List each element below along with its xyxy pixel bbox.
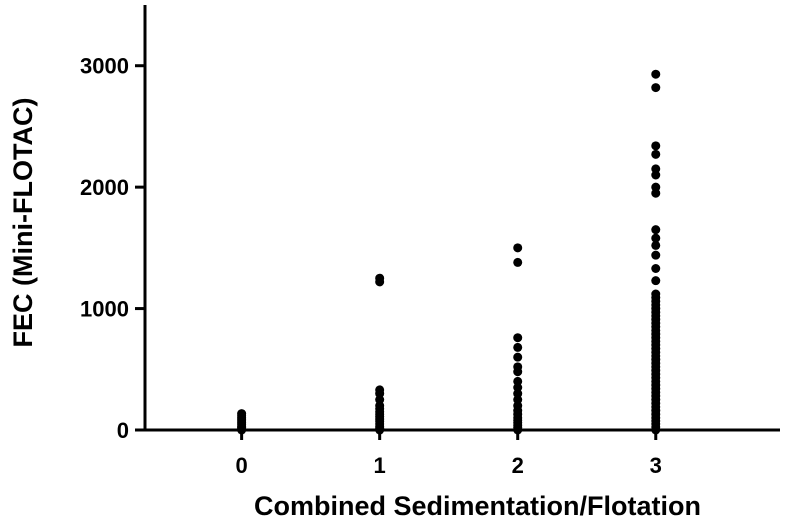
- data-point: [651, 225, 661, 235]
- data-point: [651, 264, 661, 273]
- data-point: [651, 233, 661, 243]
- data-point: [651, 250, 661, 260]
- x-axis-title: Combined Sedimentation/Flotation: [254, 491, 701, 521]
- x-tick-label: 0: [236, 453, 248, 478]
- data-point: [651, 149, 661, 159]
- data-point: [513, 243, 523, 253]
- data-point: [651, 164, 661, 174]
- data-point: [513, 352, 523, 362]
- data-point: [651, 182, 661, 192]
- x-tick-label: 2: [512, 453, 524, 478]
- y-tick-label: 1000: [80, 297, 129, 322]
- data-point: [513, 257, 523, 267]
- x-tick-label: 3: [650, 453, 662, 478]
- data-points: [237, 69, 661, 435]
- data-point: [651, 240, 661, 250]
- data-point: [513, 362, 523, 372]
- x-tick-label: 1: [374, 453, 386, 478]
- data-point: [237, 409, 247, 419]
- data-point: [651, 276, 661, 286]
- data-point: [651, 141, 661, 151]
- y-tick-label: 0: [117, 418, 129, 443]
- data-point: [513, 333, 523, 343]
- data-point: [375, 273, 385, 283]
- y-tick-label: 2000: [80, 175, 129, 200]
- y-tick-label: 3000: [80, 54, 129, 79]
- data-point: [651, 69, 661, 79]
- data-point: [651, 83, 661, 93]
- y-axis-ticks: 0 1000 2000 3000: [80, 54, 145, 443]
- x-axis-ticks: 0 1 2 3: [236, 430, 662, 478]
- y-axis-title: FEC (Mini-FLOTAC): [8, 98, 38, 348]
- data-point: [513, 376, 523, 386]
- data-point: [651, 289, 661, 299]
- data-point: [513, 342, 523, 352]
- data-point: [375, 385, 385, 395]
